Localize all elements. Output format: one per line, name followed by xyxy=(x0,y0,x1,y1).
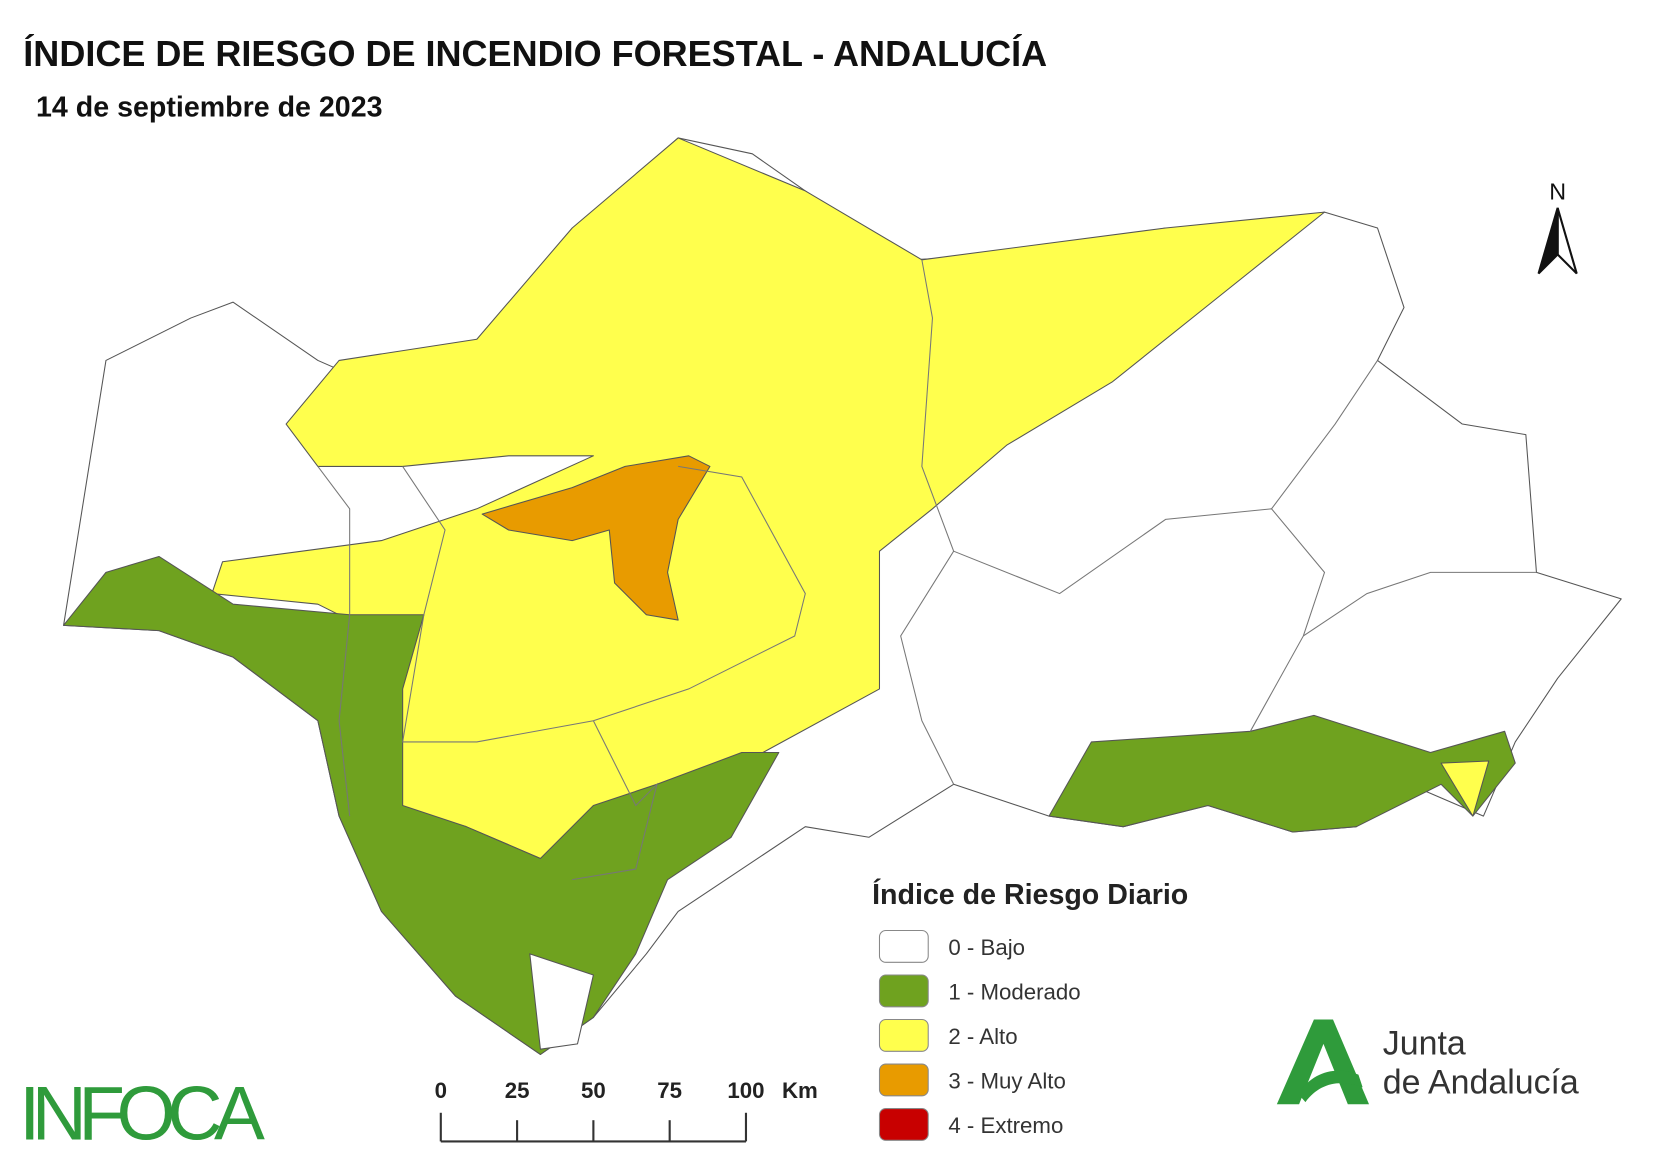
junta-logo: Junta de Andalucía xyxy=(1276,1019,1579,1105)
subtitle: 14 de septiembre de 2023 xyxy=(36,92,383,124)
province-border xyxy=(572,720,658,881)
legend-swatch xyxy=(878,929,929,963)
region-alto-este xyxy=(1440,760,1490,817)
legend-swatch xyxy=(878,974,929,1008)
legend-title: Índice de Riesgo Diario xyxy=(872,877,1188,911)
scale-label: 0 xyxy=(435,1078,447,1103)
north-arrow: N xyxy=(1537,178,1578,275)
infoca-logo: INFOCA xyxy=(19,1071,265,1156)
region-bajo-tarifa xyxy=(529,953,594,1050)
scale-label: 75 xyxy=(657,1078,682,1103)
legend-label: 2 - Alto xyxy=(948,1024,1017,1049)
scale-label: 50 xyxy=(581,1078,606,1103)
legend-label: 1 - Moderado xyxy=(948,979,1080,1004)
province-border xyxy=(1271,360,1378,510)
province-border xyxy=(317,466,351,817)
region-moderado-este xyxy=(1048,714,1516,833)
legend: 0 - Bajo 1 - Moderado 2 - Alto 3 - Muy Alto… xyxy=(878,929,1081,1141)
map xyxy=(63,137,1622,1056)
junta-text: de Andalucía xyxy=(1383,1064,1579,1102)
title: ÍNDICE DE RIESGO DE INCENDIO FORESTAL - … xyxy=(23,33,1047,74)
legend-swatch xyxy=(878,1063,929,1097)
scale-label: 25 xyxy=(505,1078,530,1103)
scale-unit: Km xyxy=(782,1078,818,1103)
legend-label: 4 - Extremo xyxy=(948,1113,1063,1138)
junta-text: Junta xyxy=(1383,1024,1466,1062)
legend-swatch xyxy=(878,1019,929,1052)
province-border xyxy=(1303,571,1537,637)
region-moderado-oeste xyxy=(63,555,780,1056)
scale-label: 100 xyxy=(727,1078,764,1103)
region-muy-alto xyxy=(481,455,711,621)
legend-label: 0 - Bajo xyxy=(948,935,1025,960)
legend-label: 3 - Muy Alto xyxy=(948,1068,1065,1093)
north-label: N xyxy=(1549,178,1566,204)
scale-bar: 0 25 50 75 100 Km xyxy=(435,1078,818,1143)
legend-swatch xyxy=(878,1108,929,1141)
